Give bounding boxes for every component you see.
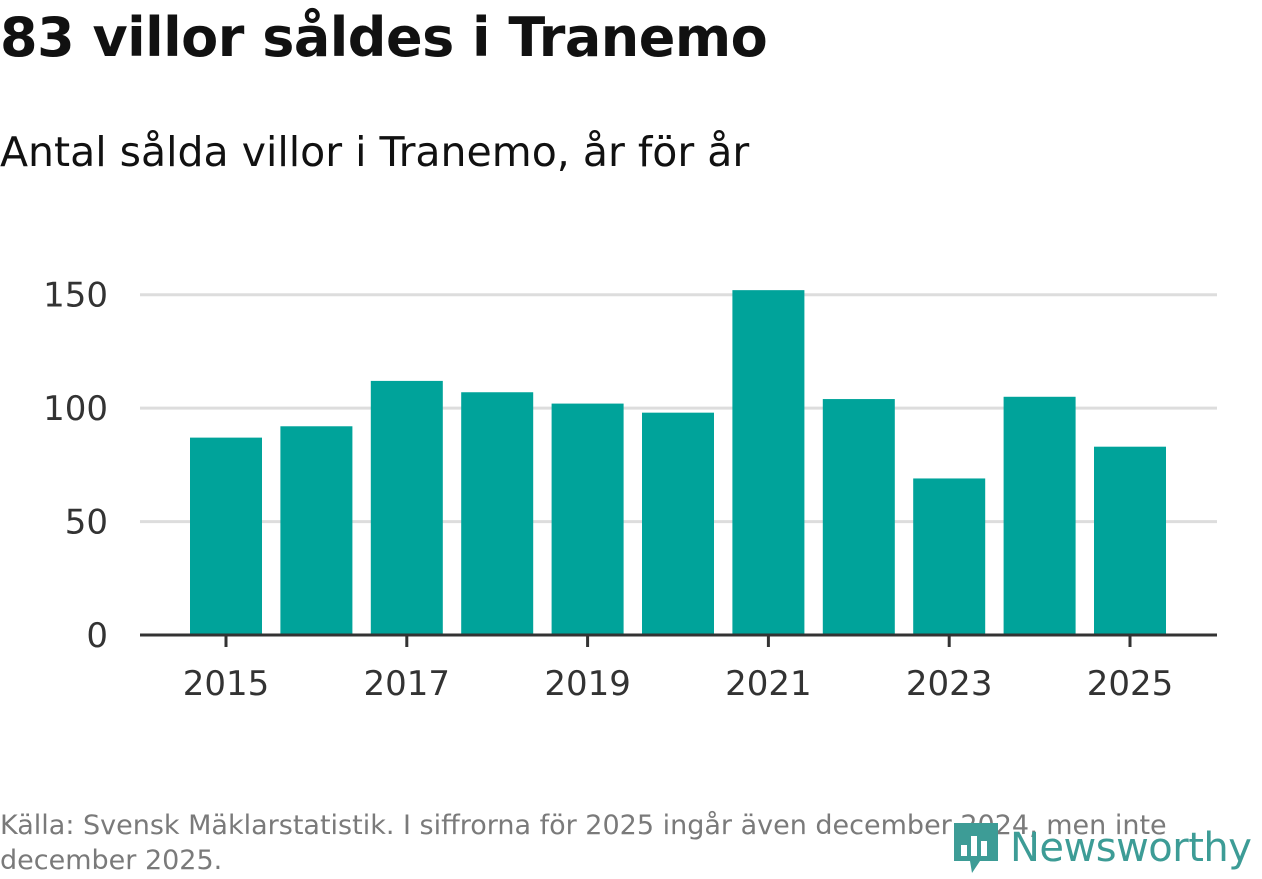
bar: [1003, 396, 1076, 635]
bar: [190, 437, 262, 635]
x-tick-label: 2025: [1087, 664, 1174, 704]
x-tick-label: 2023: [906, 664, 993, 704]
bar: [913, 478, 986, 635]
chart-title: 83 villor såldes i Tranemo: [0, 6, 768, 69]
y-tick-label: 50: [65, 503, 108, 543]
x-tick-label: 2019: [544, 664, 631, 704]
x-tick-label: 2021: [725, 664, 812, 704]
bar: [732, 290, 805, 635]
x-tick-label: 2017: [364, 664, 451, 704]
bars: [190, 290, 1166, 635]
x-tick-label: 2015: [183, 664, 270, 704]
y-tick-label: 100: [43, 389, 108, 429]
brand-name: Newsworthy: [1010, 825, 1252, 871]
newsworthy-logo-icon: [954, 823, 998, 873]
y-tick-label: 0: [86, 616, 108, 656]
x-axis-ticks: 2015 2017 2019 2021 2023 2025: [183, 635, 1174, 704]
bar: [822, 399, 895, 635]
bar: [461, 392, 534, 635]
chart-subtitle: Antal sålda villor i Tranemo, år för år: [0, 128, 750, 176]
y-tick-label: 150: [43, 276, 108, 316]
bar: [280, 426, 353, 635]
bar: [1094, 446, 1166, 635]
bar: [551, 403, 624, 635]
bar: [370, 380, 443, 635]
bar-chart: 0 50 100 150 2015 2017 2019 2021 2023 2025: [43, 276, 1217, 704]
bar: [642, 412, 714, 635]
y-axis-ticks: 0 50 100 150: [43, 276, 108, 656]
brand-logo: Newsworthy: [950, 818, 1252, 878]
